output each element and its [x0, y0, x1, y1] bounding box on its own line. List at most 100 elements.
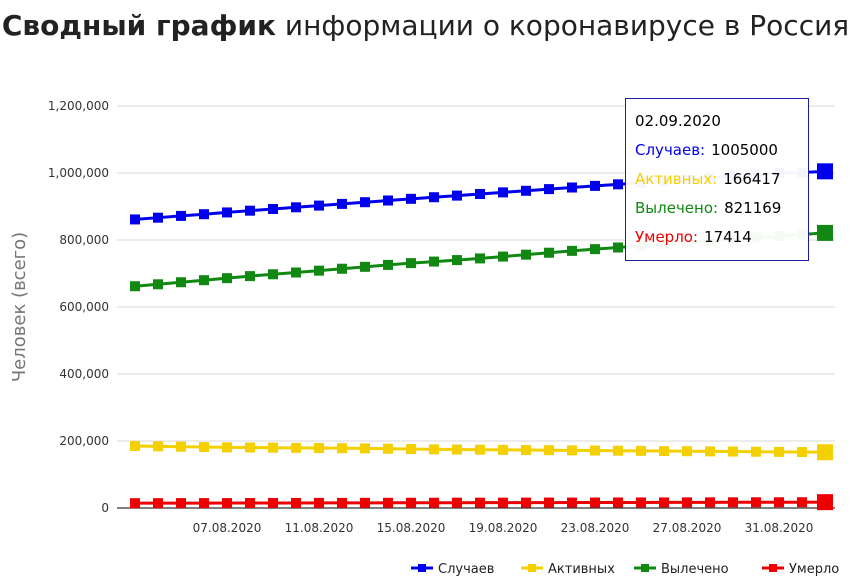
- data-point-deaths: [222, 498, 232, 509]
- data-point-cases: [567, 182, 577, 193]
- tooltip-value-recovered: 821169: [724, 199, 782, 217]
- data-point-active: [498, 444, 508, 455]
- tooltip-label-deaths: Умерло:: [635, 228, 699, 246]
- data-point-deaths: [153, 498, 163, 509]
- data-point-cases: [176, 210, 186, 221]
- data-point-deaths: [176, 498, 186, 509]
- data-point-active: [337, 443, 347, 454]
- tooltip-row-cases: Случаев: 1005000: [635, 136, 808, 165]
- data-point-active: [817, 444, 833, 461]
- data-point-cases: [360, 197, 370, 208]
- data-point-active: [222, 442, 232, 453]
- data-point-active: [659, 446, 669, 457]
- tooltip-date: 02.09.2020: [635, 112, 721, 130]
- data-point-deaths: [314, 497, 324, 508]
- data-point-cases: [590, 180, 600, 191]
- data-point-deaths: [268, 497, 278, 508]
- data-point-recovered: [429, 256, 439, 267]
- data-point-active: [544, 445, 554, 456]
- y-tick-label: 1,200,000: [48, 99, 109, 113]
- data-point-active: [406, 444, 416, 455]
- y-tick-label: 400,000: [59, 367, 109, 381]
- chart-title-rest: информации о коронавирусе в Россия: [275, 9, 850, 42]
- data-point-cases: [245, 205, 255, 216]
- data-point-cases: [498, 187, 508, 198]
- data-point-recovered: [291, 267, 301, 278]
- data-point-active: [199, 442, 209, 453]
- data-point-active: [751, 446, 761, 457]
- data-point-recovered: [268, 269, 278, 280]
- tooltip-row-active: Активных: 166417: [635, 165, 808, 194]
- data-point-deaths: [475, 497, 485, 508]
- chart-tooltip: 02.09.2020 Случаев: 1005000 Активных: 1664…: [625, 98, 809, 261]
- data-point-recovered: [406, 258, 416, 269]
- data-point-deaths: [751, 497, 761, 508]
- data-point-cases: [817, 163, 833, 180]
- y-tick-label: 600,000: [59, 300, 109, 314]
- data-point-cases: [268, 203, 278, 214]
- data-point-deaths: [613, 497, 623, 508]
- data-point-deaths: [199, 498, 209, 509]
- data-point-deaths: [130, 498, 140, 509]
- data-point-active: [314, 443, 324, 454]
- tooltip-value-active: 166417: [723, 170, 781, 188]
- data-point-deaths: [636, 497, 646, 508]
- data-point-deaths: [705, 497, 715, 508]
- data-point-deaths: [291, 497, 301, 508]
- data-point-active: [797, 447, 807, 458]
- data-point-active: [452, 444, 462, 455]
- data-point-recovered: [817, 224, 833, 241]
- data-point-active: [728, 446, 738, 457]
- legend-marker-deaths: [769, 564, 777, 572]
- data-point-active: [567, 445, 577, 456]
- data-point-active: [153, 441, 163, 452]
- data-point-active: [613, 445, 623, 456]
- legend-label-recovered: Вылечено: [661, 562, 729, 577]
- data-point-deaths: [429, 497, 439, 508]
- data-point-active: [429, 444, 439, 455]
- data-point-deaths: [659, 497, 669, 508]
- tooltip-label-cases: Случаев:: [635, 141, 706, 159]
- y-tick-label: 800,000: [59, 233, 109, 247]
- data-point-recovered: [130, 281, 140, 292]
- data-point-recovered: [521, 249, 531, 260]
- data-point-recovered: [360, 261, 370, 272]
- data-point-deaths: [682, 497, 692, 508]
- tooltip-label-active: Активных:: [635, 170, 718, 188]
- data-point-cases: [613, 179, 623, 190]
- data-point-recovered: [544, 247, 554, 258]
- data-point-active: [268, 442, 278, 453]
- chart-title: Сводный график информации о коронавирусе…: [0, 6, 851, 46]
- data-point-recovered: [245, 271, 255, 282]
- y-tick-label: 0: [101, 501, 109, 515]
- data-point-deaths: [245, 498, 255, 509]
- data-point-active: [682, 446, 692, 457]
- data-point-cases: [383, 195, 393, 206]
- data-point-deaths: [337, 497, 347, 508]
- x-tick-label: 23.08.2020: [561, 521, 630, 535]
- tooltip-row-deaths: Умерло: 17414: [635, 223, 808, 252]
- data-point-recovered: [199, 275, 209, 286]
- data-point-active: [130, 441, 140, 452]
- data-point-recovered: [452, 255, 462, 266]
- data-point-deaths: [452, 497, 462, 508]
- tooltip-row-recovered: Вылечено: 821169: [635, 194, 808, 223]
- data-point-deaths: [360, 497, 370, 508]
- data-point-active: [245, 442, 255, 453]
- data-point-deaths: [406, 497, 416, 508]
- chart-title-bold: Сводный график: [1, 9, 276, 42]
- data-point-cases: [291, 202, 301, 213]
- x-tick-label: 19.08.2020: [469, 521, 538, 535]
- legend-marker-active: [528, 564, 536, 572]
- x-tick-label: 07.08.2020: [193, 521, 262, 535]
- data-point-active: [176, 441, 186, 452]
- tooltip-value-deaths: 17414: [704, 228, 752, 246]
- data-point-deaths: [383, 497, 393, 508]
- data-point-deaths: [590, 497, 600, 508]
- data-point-deaths: [544, 497, 554, 508]
- data-point-recovered: [475, 253, 485, 264]
- x-tick-label: 31.08.2020: [745, 521, 814, 535]
- data-point-recovered: [613, 242, 623, 253]
- data-point-cases: [429, 192, 439, 203]
